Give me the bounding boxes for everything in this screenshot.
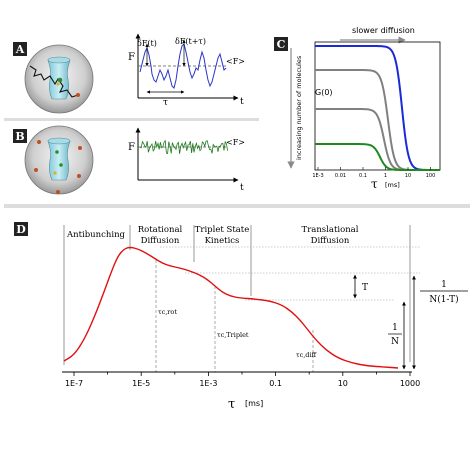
panel-c-tick-label: 10: [405, 173, 411, 179]
panel-a-mean-f: <F>: [226, 57, 245, 66]
panel-d-tick-label: 0.1: [269, 379, 282, 388]
tau-rot-label: τc,rot: [158, 308, 177, 316]
panel-c-ylabel: increasing number of molecules: [295, 55, 303, 160]
panel-d-tick-label: 1E-3: [199, 379, 217, 388]
separator-cd: [4, 204, 470, 208]
autocorrelation-curve-3: [315, 108, 440, 171]
region-label-translational-2: Diffusion: [311, 236, 350, 246]
panel-d-tick-label: 1000: [400, 379, 420, 388]
panel-c-tick-label: 1: [384, 173, 387, 179]
region-label-rotational-1: Rotational: [138, 225, 183, 235]
panel-c-frame: [314, 41, 441, 171]
triplet-label: T: [362, 283, 368, 293]
panel-c-xlabel-symbol: τ: [371, 177, 378, 191]
fluctuation-trace-b: F t <F>: [128, 127, 245, 193]
panel-d-x-ticks: 1E-7 1E-5 1E-3 0.1 10 1000: [65, 372, 420, 388]
tau-triplet-label: τc,Triplet: [217, 331, 249, 339]
region-label-triplet-1: Triplet State: [195, 225, 250, 235]
region-label-rotational-2: Diffusion: [141, 236, 180, 246]
panel-a-tau: τ: [163, 98, 168, 108]
panel-d-tick-label: 1E-5: [132, 379, 150, 388]
panel-c-xlabel-unit: [ms]: [385, 181, 400, 189]
panel-a-ylabel: F: [128, 52, 135, 63]
g0-label: G(0): [315, 88, 333, 97]
panel-c-tick-label: 100: [426, 173, 436, 179]
panel-b-ylabel: F: [128, 142, 135, 153]
panel-b-xlabel: t: [240, 183, 244, 193]
confocal-volume-illustration-a: [24, 44, 94, 114]
panel-c-label: C: [277, 38, 286, 51]
panel-c-tick-label: 0.01: [335, 173, 346, 179]
delta-f-t-label: δF(t): [137, 39, 157, 48]
panel-c-x-ticks: 1E-3 0.01 0.1 1 10 100: [312, 167, 435, 179]
delta-f-t-tau-label: δF(t+τ): [175, 37, 206, 46]
autocorrelation-curve-4: [315, 143, 440, 171]
autocorrelation-curves: [315, 45, 440, 171]
fluctuation-trace-a: F t δF(t) δF(t+τ) <F> τ: [128, 33, 245, 108]
panel-a-label: A: [15, 43, 25, 56]
panel-d-label-box: [14, 222, 28, 236]
panel-c: C slower diffusion increasing number of …: [274, 26, 441, 191]
one-over-n-den: N: [391, 337, 399, 347]
panel-d: D Antibunching Rotational Diffusion Trip…: [14, 222, 468, 412]
panel-c-label-box: [274, 37, 288, 51]
panel-a-xlabel: t: [240, 97, 244, 107]
panel-d-label: D: [16, 223, 26, 236]
panel-c-tick-label: 1E-3: [312, 173, 323, 179]
separator-ab: [4, 118, 259, 121]
tau-diff-label: τc,diff: [296, 351, 318, 359]
panel-b-mean-f: <F>: [226, 138, 245, 147]
panel-a: A F t δF(t) δF(t+τ) <F> τ: [13, 33, 245, 114]
panel-d-xlabel-unit: [ms]: [245, 399, 263, 408]
panel-d-xlabel-symbol: τ: [228, 397, 235, 412]
autocorrelation-curve-d: [63, 246, 399, 369]
panel-a-label-box: [13, 42, 27, 56]
panel-c-title: slower diffusion: [352, 26, 415, 35]
confocal-volume-illustration-b: [24, 125, 94, 195]
region-label-triplet-2: Kinetics: [205, 236, 240, 246]
autocorrelation-curve-2: [315, 69, 440, 171]
one-over-n1t-den: N(1-T): [429, 294, 458, 305]
one-over-n-num: 1: [392, 323, 398, 333]
panel-b-label-box: [13, 129, 27, 143]
one-over-n1t-num: 1: [441, 280, 447, 290]
region-label-translational-1: Translational: [302, 225, 359, 235]
region-label-antibunching: Antibunching: [66, 230, 126, 240]
panel-d-tick-label: 10: [338, 379, 348, 388]
panel-b: B F t <F>: [13, 125, 245, 195]
panel-c-tick-label: 0.1: [359, 173, 367, 179]
panel-b-label: B: [15, 130, 24, 143]
panel-d-tick-label: 1E-7: [65, 379, 83, 388]
